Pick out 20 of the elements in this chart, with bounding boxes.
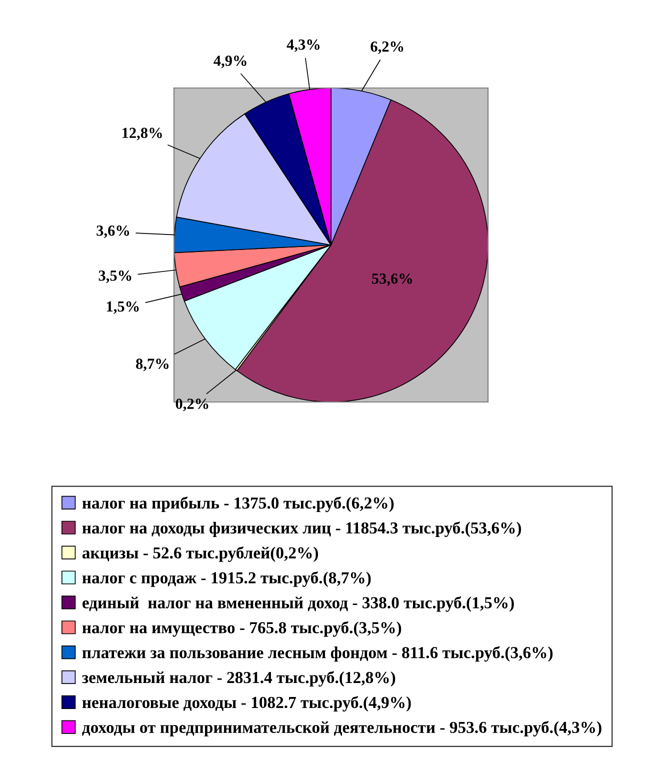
data-label: 3,6% <box>96 225 130 238</box>
legend-label: единый налог на вмененный доход - 338.0 тыс.руб.(1,5%) <box>82 596 514 612</box>
data-label: 0,2% <box>176 398 208 412</box>
legend-label: налог на доходы физических лиц - 11854.3 тыс.руб.(53,6%) <box>82 522 522 538</box>
legend-label: налог на имущество - 765.8 тыс.руб.(3,5%) <box>82 621 402 637</box>
data-label: 4,9% <box>214 56 246 68</box>
legend-label: налог на прибыль - 1375.0 тыс.руб.(6,2%) <box>82 496 394 512</box>
data-label: 53,6% <box>372 273 412 286</box>
data-label: 6,2% <box>370 41 404 54</box>
legend-label: налог с продаж - 1915.2 тыс.руб.(8,7%) <box>82 571 371 587</box>
legend-label: акцизы - 52.6 тыс.рублей(0,2%) <box>82 546 318 562</box>
data-label: 8,7% <box>136 358 168 372</box>
legend-label: доходы от предпринимательской деятельности - 953.6 тыс.руб.(4,3%) <box>82 720 602 736</box>
data-label: 4,3% <box>286 39 320 52</box>
legend-label: платежи за пользование лесным фондом - 811.6 тыс.руб.(3,6%) <box>82 646 553 662</box>
data-label: 1,5% <box>106 301 139 314</box>
data-label: 12,8% <box>122 128 162 140</box>
data-label: 3,5% <box>98 270 132 284</box>
legend-label: неналоговые доходы - 1082.7 тыс.руб.(4,9%) <box>82 696 411 712</box>
legend-label: земельный налог - 2831.4 тыс.руб.(12,8%) <box>82 671 396 687</box>
